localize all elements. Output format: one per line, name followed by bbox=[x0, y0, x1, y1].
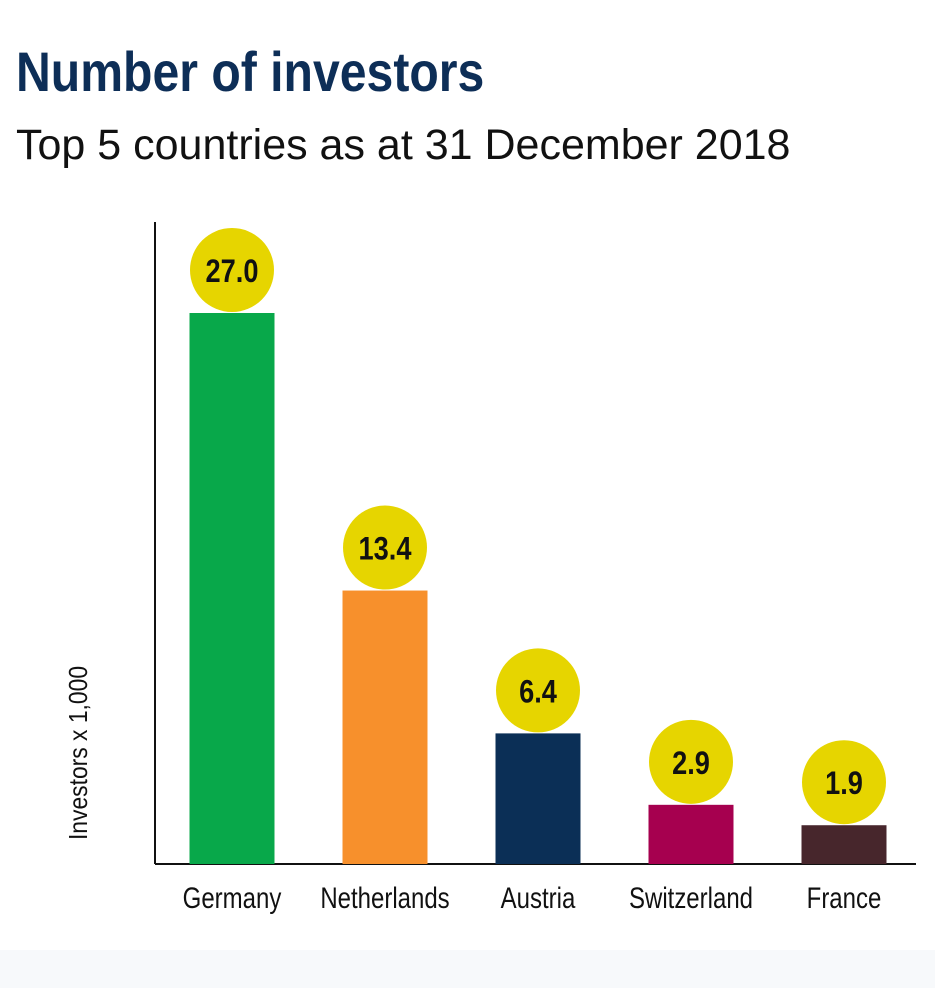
category-label-switzerland: Switzerland bbox=[629, 880, 753, 914]
chart-title: Number of investors bbox=[16, 40, 485, 103]
value-badge-france bbox=[802, 740, 886, 825]
category-label-france: France bbox=[807, 880, 882, 914]
bars-group: 27.0 Germany 13.4 Netherlands 6.4 Austria 2.9 S… bbox=[183, 228, 887, 915]
value-label-germany: 27.0 bbox=[206, 254, 259, 290]
bar-france bbox=[801, 825, 887, 864]
value-label-france: 1.9 bbox=[825, 766, 863, 802]
value-label-austria: 6.4 bbox=[519, 674, 557, 710]
value-badge-switzerland bbox=[649, 719, 733, 804]
bar-netherlands bbox=[342, 590, 428, 864]
category-label-germany: Germany bbox=[183, 880, 282, 914]
value-label-netherlands: 13.4 bbox=[359, 532, 412, 568]
bar-switzerland bbox=[648, 804, 734, 864]
y-axis-label: Investors x 1,000 bbox=[65, 666, 94, 840]
category-label-austria: Austria bbox=[501, 880, 576, 914]
value-badge-austria bbox=[496, 648, 580, 733]
bar-austria bbox=[495, 733, 581, 864]
value-badge-netherlands bbox=[343, 505, 427, 590]
bar-germany bbox=[189, 313, 275, 864]
value-badge-germany bbox=[190, 228, 274, 312]
value-label-switzerland: 2.9 bbox=[672, 746, 710, 782]
bottom-band bbox=[0, 950, 935, 988]
category-label-netherlands: Netherlands bbox=[320, 880, 449, 914]
chart-subtitle: Top 5 countries as at 31 December 2018 bbox=[16, 121, 791, 169]
